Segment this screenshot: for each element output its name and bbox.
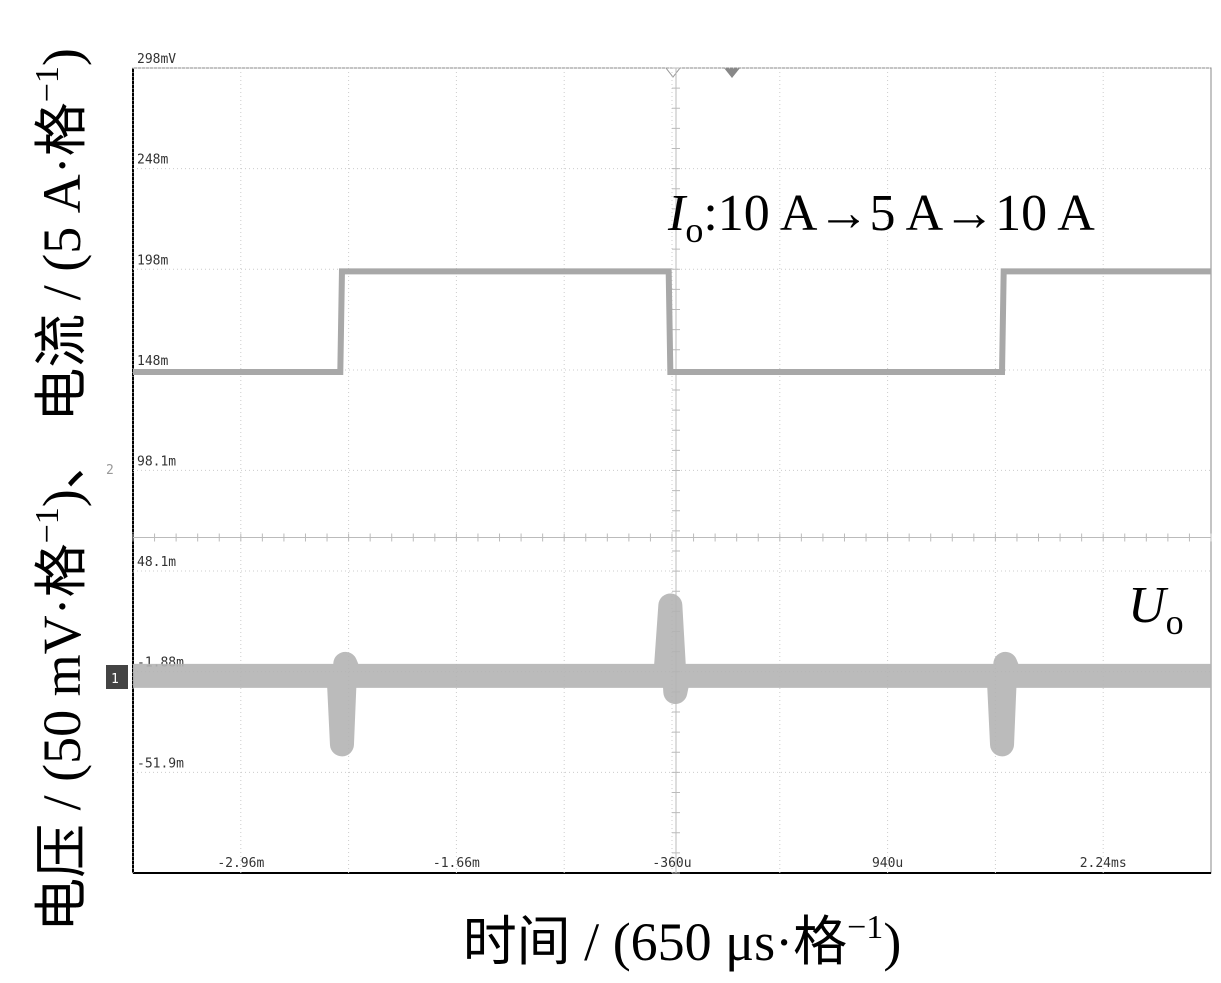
y-tick-label: 148m [137, 354, 168, 369]
annotation-subscript: o [685, 210, 703, 250]
plot-area: 298mV248m198m148m98.1m48.1m-1.88m-51.9m-… [132, 52, 1212, 874]
x-axis-label: 时间 / (650 μs·格−1) [463, 909, 902, 972]
annotation-symbol: I [667, 185, 688, 242]
y-label-sup: −1 [29, 507, 66, 543]
y-tick-label: 48.1m [137, 555, 176, 570]
y-label-part: ) [32, 48, 92, 66]
x-tick-label: -2.96m [217, 856, 264, 871]
annotation: Uo [1128, 577, 1184, 642]
x-label-sup: −1 [847, 909, 883, 946]
annotation-subscript: o [1166, 602, 1184, 642]
y-tick-label: 298mV [137, 52, 176, 67]
series-line [133, 268, 1211, 375]
series-line [133, 593, 1211, 757]
x-tick-label: 940u [872, 856, 903, 871]
y-label-part: )、 电流 / (5 A·格 [32, 102, 92, 507]
trigger-marker [664, 67, 682, 78]
x-tick-label: -360u [652, 856, 691, 871]
y-label-sup: −1 [29, 66, 66, 102]
y-axis-label: 电压 / (50 mV·格−1)、 电流 / (5 A·格−1) [29, 48, 92, 932]
y-tick-label: 98.1m [137, 454, 176, 469]
channel-marker: 2 [106, 463, 114, 478]
y-label-part: 电压 / (50 mV·格 [32, 543, 92, 931]
x-label-part: ) [883, 912, 901, 972]
annotation-text: :10 A→5 A→10 A [703, 185, 1095, 242]
annotation: Io:10 A→5 A→10 A [667, 185, 1095, 250]
x-label-part: 时间 / (650 μs·格 [463, 912, 847, 972]
channel-marker: 1 [111, 672, 119, 687]
y-tick-label: 198m [137, 253, 168, 268]
x-tick-label: -1.66m [433, 856, 480, 871]
trigger-marker [724, 68, 740, 78]
x-tick-label: 2.24ms [1080, 856, 1127, 871]
annotation-symbol: U [1128, 577, 1169, 634]
y-tick-label: -51.9m [137, 756, 184, 771]
channel-1-box [106, 665, 128, 689]
y-tick-label: 248m [137, 153, 168, 168]
